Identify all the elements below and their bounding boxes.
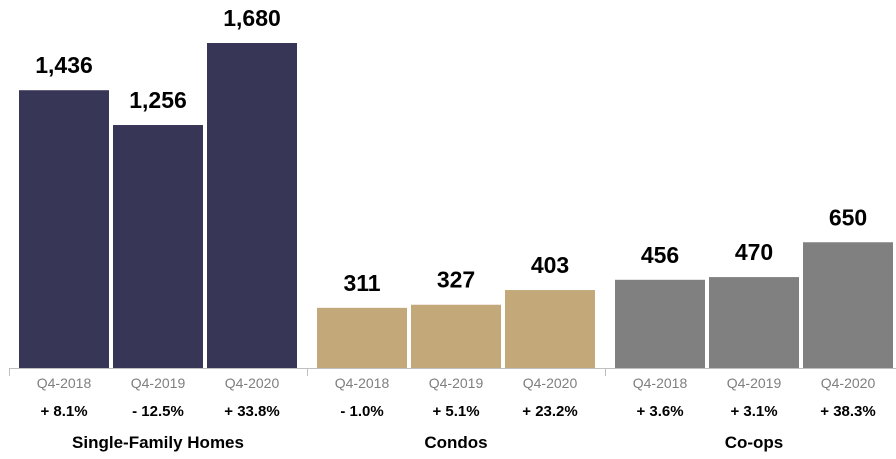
x-tick-label: Q4-2019: [429, 375, 484, 391]
data-label: 456: [641, 242, 679, 268]
x-axis: [9, 368, 896, 376]
group-label: Co-ops: [725, 433, 784, 452]
bar: [803, 242, 893, 368]
change-label: + 3.1%: [730, 403, 777, 420]
change-label: - 12.5%: [132, 403, 184, 420]
change-label: + 38.3%: [820, 403, 875, 420]
data-label: 403: [531, 252, 569, 278]
data-label: 311: [343, 270, 380, 296]
x-tick-label: Q4-2020: [225, 375, 280, 391]
bar: [505, 290, 595, 368]
change-label: + 23.2%: [522, 403, 577, 420]
data-label: 1,680: [223, 5, 281, 31]
labels-layer: 1,436 Q4-2018 + 8.1% 1,256 Q4-2019 - 12.5% 1,6…: [35, 5, 876, 452]
bar: [19, 90, 109, 368]
bar: [709, 277, 799, 368]
bar: [113, 125, 203, 369]
x-tick-label: Q4-2019: [727, 375, 782, 391]
change-label: + 5.1%: [432, 403, 479, 420]
x-tick-label: Q4-2018: [335, 375, 390, 391]
bars-layer: [19, 43, 893, 369]
data-label: 327: [437, 267, 475, 293]
x-tick-label: Q4-2018: [633, 375, 688, 391]
x-tick-label: Q4-2019: [131, 375, 186, 391]
change-label: - 1.0%: [340, 403, 383, 420]
change-label: + 33.8%: [224, 403, 279, 420]
x-tick-label: Q4-2020: [523, 375, 578, 391]
bar: [317, 307, 407, 368]
group-label: Condos: [424, 433, 487, 452]
bar: [615, 279, 705, 368]
bar: [411, 304, 501, 368]
bar: [207, 43, 297, 368]
x-tick-label: Q4-2020: [821, 375, 876, 391]
data-label: 650: [829, 204, 867, 230]
data-label: 1,436: [35, 52, 93, 78]
data-label: 1,256: [129, 87, 187, 113]
group-label: Single-Family Homes: [72, 433, 244, 452]
x-tick-label: Q4-2018: [37, 375, 92, 391]
change-label: + 3.6%: [636, 403, 683, 420]
change-label: + 8.1%: [40, 403, 87, 420]
data-label: 470: [735, 239, 773, 265]
